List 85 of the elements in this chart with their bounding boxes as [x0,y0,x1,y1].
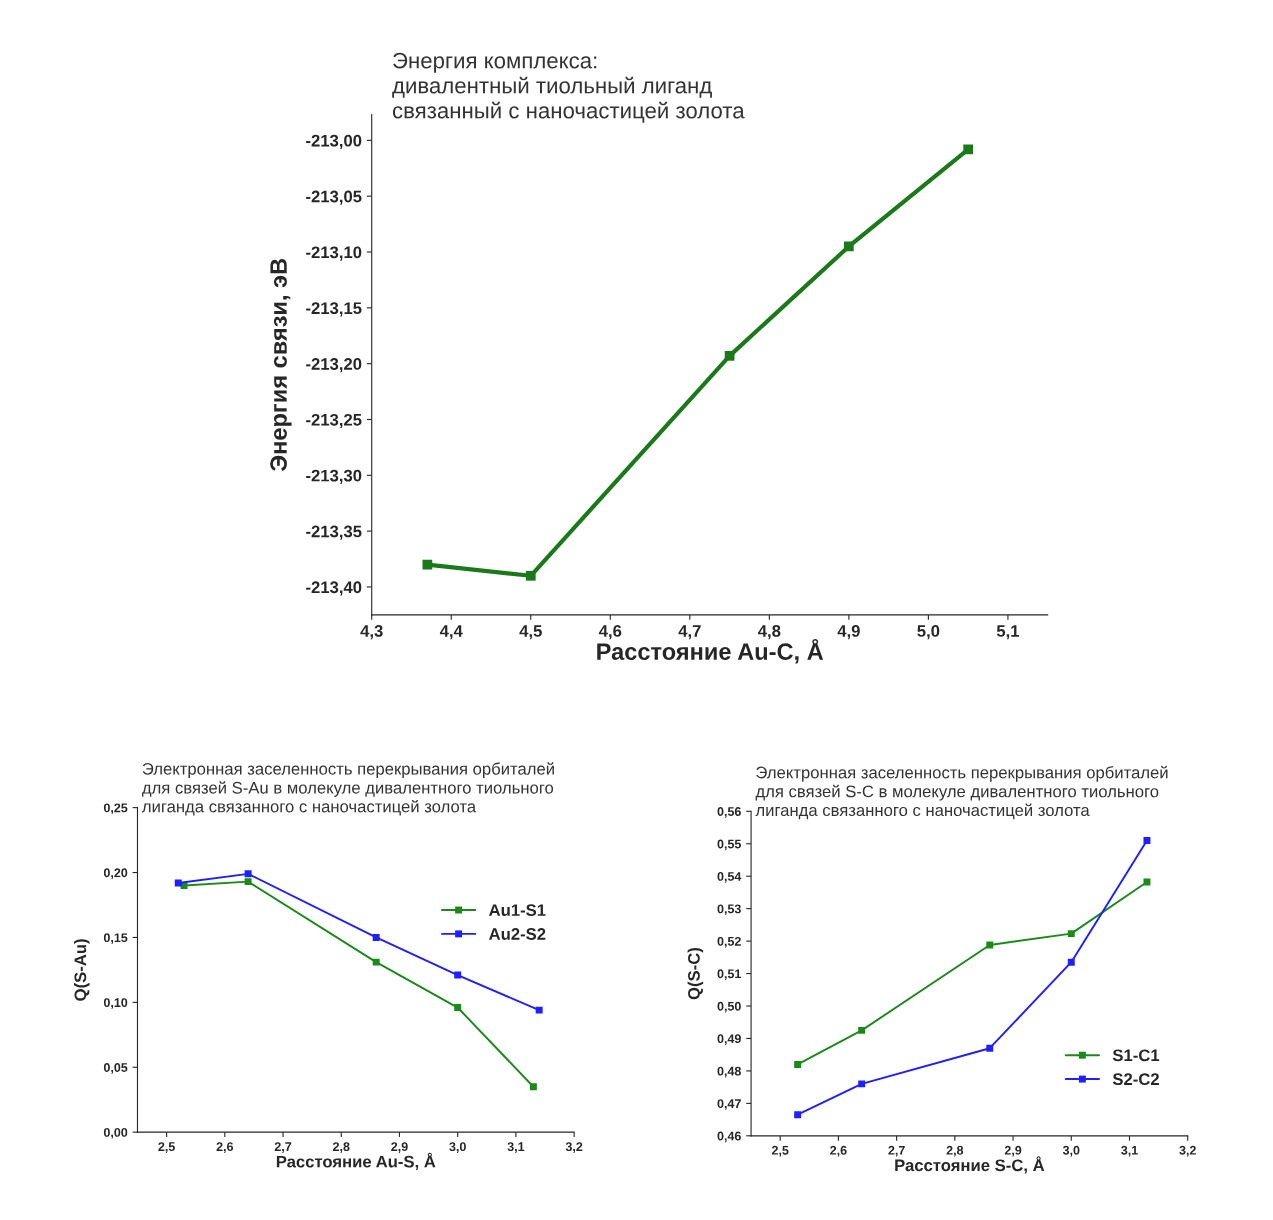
point [794,1060,802,1068]
chart-title: Электронная заселенность перекрывания орбиталей для связей S-Au в молекуле дивалентного тиольного лиганда связанного с наночастицей золота [141,762,554,816]
x-tick-label: 2,6 [216,1142,234,1153]
legend-label: Au1-S1 [489,904,546,917]
y-tick-label: -213,20 [306,358,362,373]
y-tick-label: -213,15 [306,302,362,317]
y-tick-label: 0,54 [717,872,742,883]
x-tick-label: 2,8 [332,1142,350,1153]
y-tick-label: 0,15 [103,933,128,944]
y-axis-title: Q(S-C) [687,948,704,1000]
x-tick-label: 2,7 [274,1142,292,1153]
y-axis-title: Энергия связи, эВ [270,258,292,472]
x-tick-label: 4,3 [360,625,383,640]
y-tick-label: 0,52 [717,936,741,948]
x-tick-label: 3,2 [1179,1145,1196,1157]
x-tick-label: 3,1 [507,1142,525,1153]
x-tick-label: 3,1 [1121,1145,1138,1157]
y-tick-label: 0,05 [103,1063,128,1074]
point [244,870,252,878]
x-tick-label: 4,7 [678,625,701,640]
point [174,879,182,887]
x-tick-label: 2,9 [391,1142,408,1153]
x-tick-label: 2,6 [830,1145,847,1157]
x-axis-title: Расстояние S-C, Å [895,1156,1045,1174]
x-tick-label: 2,5 [771,1145,789,1157]
point [1067,930,1075,938]
y-tick-label: 0,00 [103,1127,128,1139]
legend-label: S2-C2 [1112,1073,1159,1086]
point [372,958,380,966]
x-tick-label: 3,0 [1062,1145,1080,1157]
point [454,1004,462,1012]
point [529,1083,537,1091]
y-tick-label: 0,46 [717,1131,741,1143]
point [525,570,536,581]
x-tick-label: 3,0 [449,1142,466,1153]
point [858,1080,866,1088]
y-tick-label: 0,49 [717,1034,741,1045]
y-tick-label: 0,55 [717,839,741,851]
x-tick-label: 4,8 [758,625,781,640]
x-tick-label: 4,4 [439,625,463,640]
y-tick-label: 0,20 [103,868,128,880]
y-tick-label: 0,48 [717,1066,741,1078]
chart-title: Энергия комплекса: дивалентный тиольный лиганд связанный с наночастицей золота [392,52,745,123]
point [1143,837,1151,844]
point [844,241,854,252]
y-tick-label: 0,47 [717,1099,741,1110]
point [244,878,252,886]
point [724,350,735,361]
point [986,1044,994,1052]
x-tick-label: 5,0 [917,625,940,640]
y-tick-label: -213,00 [306,134,362,149]
x-tick-label: 5,1 [996,625,1020,640]
y-tick-label: -213,30 [306,469,362,484]
y-tick-label: 0,53 [717,904,741,916]
chart-title: Электронная заселенность перекрывания орбиталей для связей S-C в молекуле дивалентного тиольного лиганда связанного с наночастицей золота [755,765,1168,820]
legend-label: Au2-S2 [489,928,546,940]
y-tick-label: -213,25 [306,413,362,429]
x-axis-title: Расстояние Au-S, Å [276,1152,436,1170]
point [963,144,974,155]
y-tick-label: -213,35 [306,525,362,540]
y-tick-label: -213,40 [306,581,362,596]
y-tick-label: 0,51 [717,969,741,981]
x-tick-label: 2,7 [888,1145,905,1157]
point [372,933,380,941]
x-tick-label: 4,5 [519,625,542,640]
x-tick-label: 2,5 [158,1142,175,1153]
legend-label: S1-C1 [1112,1049,1160,1062]
y-tick-label: 0,50 [717,1001,741,1013]
x-tick-label: 2,9 [1004,1145,1022,1157]
point [1067,958,1075,966]
x-tick-label: 2,8 [946,1145,964,1157]
point [858,1026,866,1034]
y-tick-label: -213,05 [306,190,362,205]
x-tick-label: 4,9 [837,625,860,640]
point [794,1111,802,1119]
x-tick-label: 3,2 [565,1142,583,1153]
point [1143,878,1151,886]
x-tick-label: 4,6 [598,625,622,640]
point [454,971,462,979]
y-tick-label: 0,25 [103,803,128,815]
y-axis-title: Q(S-Au) [74,939,90,1001]
point [535,1006,543,1014]
y-tick-label: -213,10 [306,246,362,261]
y-tick-label: 0,10 [103,998,128,1009]
y-tick-label: 0,56 [717,807,741,818]
